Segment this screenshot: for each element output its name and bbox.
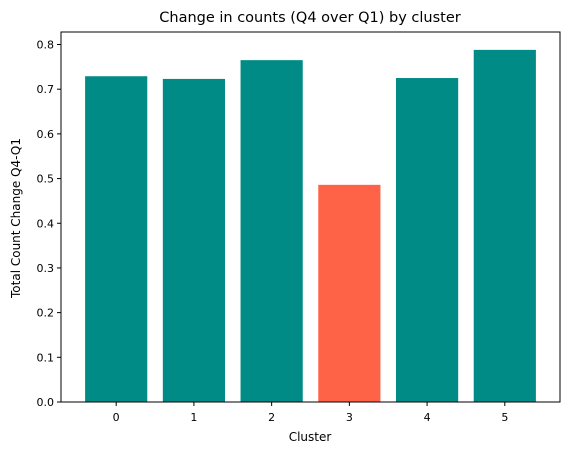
y-tick-label: 0.7: [37, 83, 55, 96]
y-tick-label: 0.4: [37, 217, 55, 230]
y-tick-label: 0.8: [37, 39, 55, 52]
y-tick-label: 0.3: [37, 262, 55, 275]
bars-layer: [85, 49, 536, 403]
bar-cluster-2: [240, 60, 303, 403]
chart-title: Change in counts (Q4 over Q1) by cluster: [159, 10, 461, 26]
x-tick-label: 5: [501, 411, 508, 424]
y-tick-label: 0.2: [37, 307, 55, 320]
plot-frame: [60, 31, 561, 403]
bar-cluster-4: [396, 78, 459, 402]
x-tick-label: 4: [424, 411, 431, 424]
y-tick-label: 0.0: [37, 396, 55, 409]
y-axis-label: Total Count Change Q4-Q1: [9, 138, 23, 299]
y-tick-label: 0.5: [37, 173, 55, 186]
x-tick-label: 3: [346, 411, 353, 424]
bar-cluster-1: [162, 78, 225, 403]
ticks-layer: 0 1 2 3 4 5 0.0 0.1 0.2 0.3 0.4 0.5 0.6 0.7 0.8: [37, 39, 509, 424]
x-tick-label: 2: [268, 411, 275, 424]
bar-cluster-0: [85, 76, 148, 403]
y-tick-label: 0.6: [37, 128, 55, 141]
bar-cluster-5: [473, 49, 536, 403]
x-tick-label: 0: [113, 411, 120, 424]
x-axis-label: Cluster: [289, 430, 332, 444]
x-tick-label: 1: [190, 411, 197, 424]
axes-layer: [60, 31, 561, 403]
bar-cluster-3: [318, 184, 381, 402]
y-tick-label: 0.1: [37, 351, 55, 364]
